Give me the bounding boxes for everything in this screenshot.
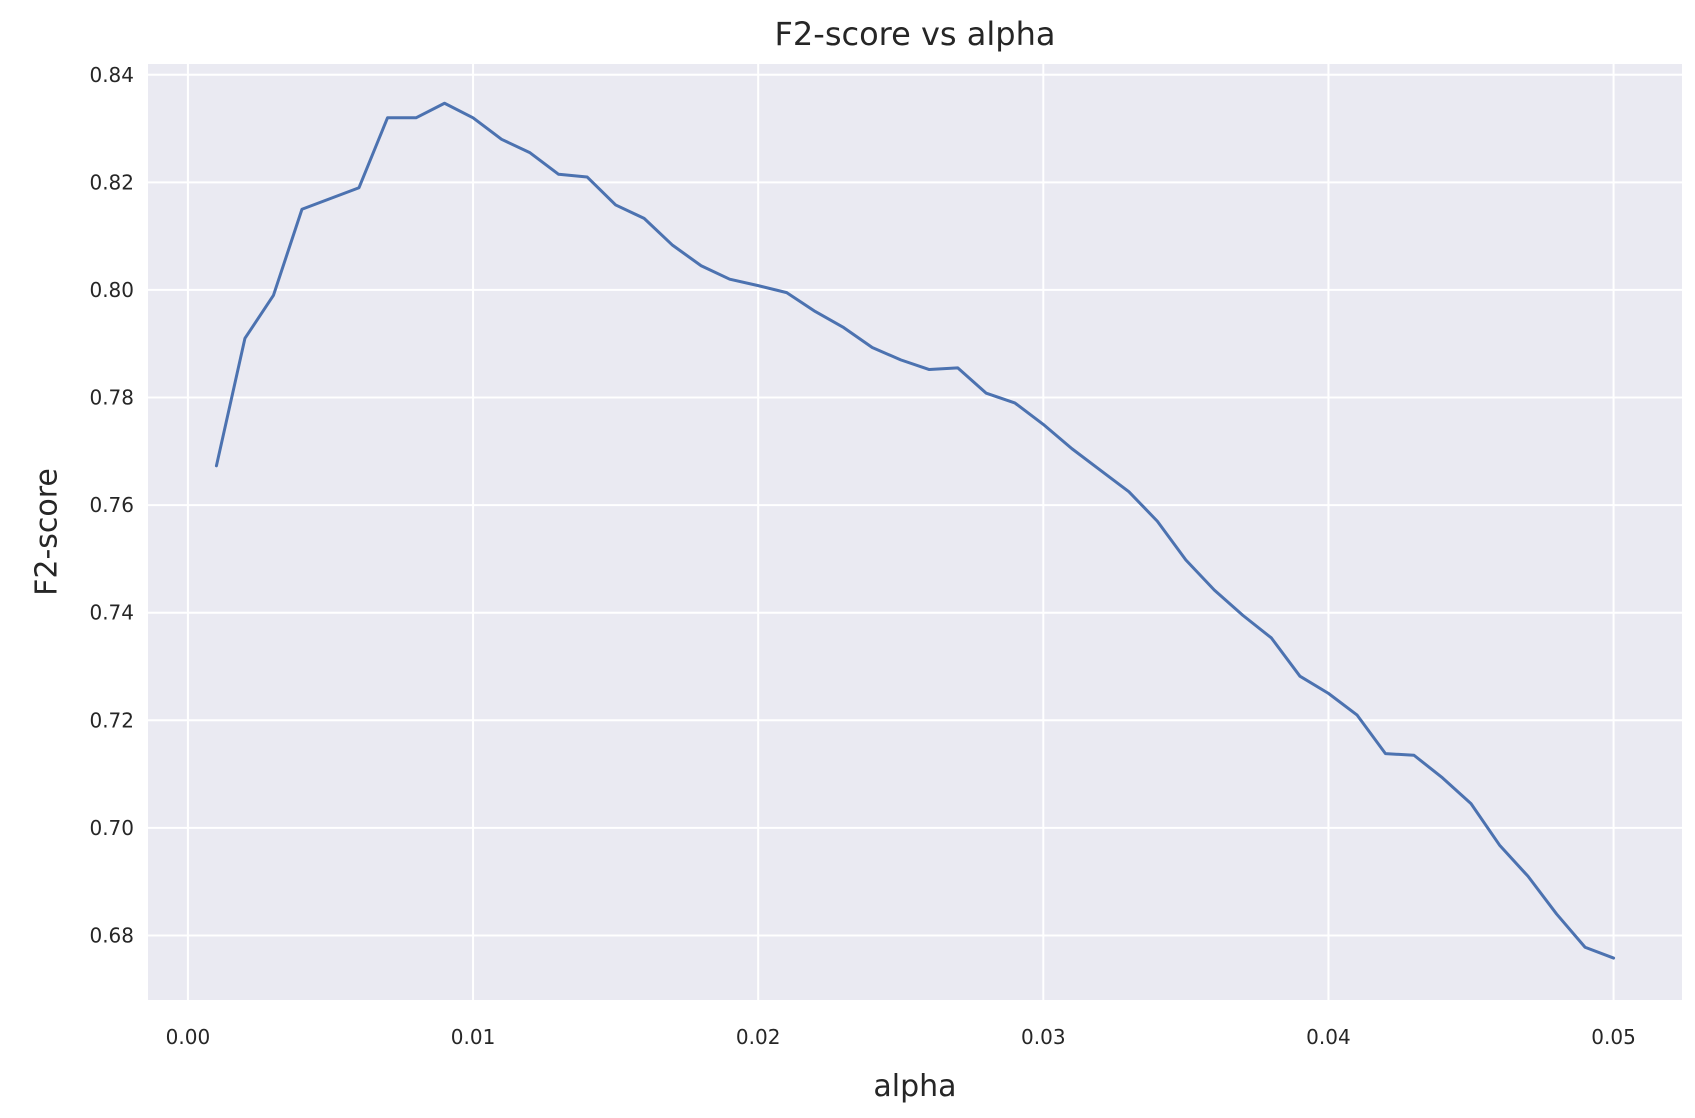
series-line <box>214 101 1616 960</box>
y-tick-label: 0.84 <box>89 63 134 87</box>
horizontal-gridlines <box>148 73 1682 937</box>
y-tick-label: 0.72 <box>89 708 134 732</box>
vertical-gridlines <box>186 64 1615 1000</box>
y-tick-label: 0.78 <box>89 386 134 410</box>
x-tick-label: 0.01 <box>451 1025 496 1049</box>
y-tick-label: 0.76 <box>89 493 134 517</box>
x-axis-tick-labels: 0.00 0.01 0.02 0.03 0.04 0.05 <box>166 1025 1636 1049</box>
series-layer <box>214 101 1616 960</box>
chart-title: F2-score vs alpha <box>775 15 1056 53</box>
x-tick-label: 0.05 <box>1591 1025 1636 1049</box>
x-axis-label: alpha <box>873 1069 956 1104</box>
y-tick-label: 0.70 <box>89 816 134 840</box>
y-tick-label: 0.82 <box>89 170 134 194</box>
y-axis-label: F2-score <box>30 468 65 596</box>
x-tick-label: 0.02 <box>736 1025 781 1049</box>
y-axis-tick-labels: 0.68 0.70 0.72 0.74 0.76 0.78 0.80 0.82 0.84 <box>89 63 134 948</box>
y-tick-label: 0.80 <box>89 278 134 302</box>
y-tick-label: 0.74 <box>89 601 134 625</box>
plot-area <box>148 64 1682 1000</box>
x-tick-label: 0.04 <box>1306 1025 1351 1049</box>
x-tick-label: 0.00 <box>166 1025 211 1049</box>
x-tick-label: 0.03 <box>1021 1025 1066 1049</box>
y-tick-label: 0.68 <box>89 923 134 947</box>
